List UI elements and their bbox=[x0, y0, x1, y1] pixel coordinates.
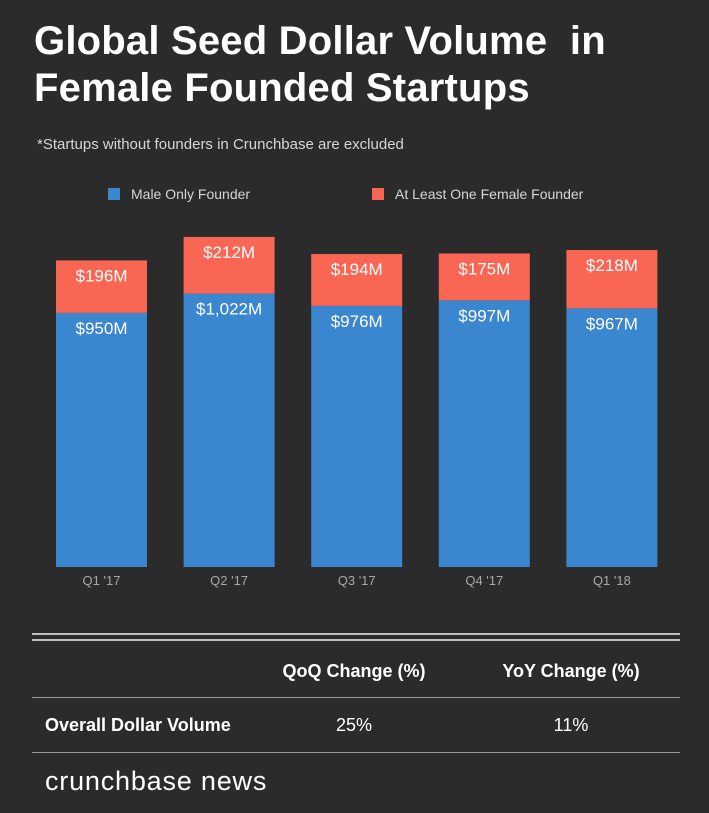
legend-label-male: Male Only Founder bbox=[131, 186, 251, 202]
legend-item-female: At Least One Female Founder bbox=[372, 186, 583, 202]
data-label-female-3: $175M bbox=[458, 259, 510, 278]
x-tick-label-0: Q1 '17 bbox=[83, 573, 121, 588]
x-tick-label-2: Q3 '17 bbox=[338, 573, 376, 588]
chart-title: Global Seed Dollar Volume in Female Foun… bbox=[34, 18, 694, 112]
bar-female-1 bbox=[183, 236, 275, 294]
table-bottom-rule bbox=[32, 752, 680, 753]
legend-item-male: Male Only Founder bbox=[108, 186, 250, 202]
chart-title-line-1: Global Seed Dollar Volume in bbox=[34, 19, 606, 63]
data-label-female-0: $196M bbox=[76, 266, 128, 285]
bar-female-4 bbox=[566, 250, 658, 309]
legend-swatch-male bbox=[108, 188, 120, 200]
bar-male-4 bbox=[566, 308, 658, 567]
x-tick-label-1: Q2 '17 bbox=[210, 573, 248, 588]
table-header-yoy: YoY Change (%) bbox=[502, 661, 640, 681]
table-row-label: Overall Dollar Volume bbox=[45, 715, 231, 735]
data-label-male-0: $950M bbox=[76, 319, 128, 338]
bar-female-3 bbox=[438, 253, 530, 301]
bar-male-1 bbox=[183, 293, 275, 567]
x-tick-label-4: Q1 '18 bbox=[593, 573, 631, 588]
table-header-qoq: QoQ Change (%) bbox=[282, 661, 426, 681]
table-top-rule-double bbox=[32, 639, 680, 641]
chart-title-line-2: Female Founded Startups bbox=[34, 66, 530, 110]
stacked-bar-chart: $950M $196M Q1 '17 $1,022M $212M Q2 '17 $976M $… bbox=[56, 236, 658, 588]
bar-male-2 bbox=[311, 305, 403, 567]
table-top-rule bbox=[32, 633, 680, 635]
data-label-female-2: $194M bbox=[331, 260, 383, 279]
data-label-male-1: $1,022M bbox=[196, 300, 262, 319]
data-label-female-1: $212M bbox=[203, 243, 255, 262]
legend-label-female: At Least One Female Founder bbox=[395, 186, 584, 202]
data-label-female-4: $218M bbox=[586, 256, 638, 275]
bar-female-2 bbox=[311, 254, 403, 306]
footnote: *Startups without founders in Crunchbase… bbox=[37, 136, 404, 153]
data-label-male-2: $976M bbox=[331, 312, 383, 331]
brand-logo: crunchbase news bbox=[45, 766, 268, 796]
data-label-male-4: $967M bbox=[586, 314, 638, 333]
legend-swatch-female bbox=[372, 188, 384, 200]
bar-male-3 bbox=[438, 300, 530, 567]
table-cell-yoy: 11% bbox=[553, 715, 589, 735]
bar-male-0 bbox=[56, 312, 147, 567]
x-tick-label-3: Q4 '17 bbox=[465, 573, 503, 588]
bar-female-0 bbox=[56, 260, 147, 313]
table-divider bbox=[32, 697, 680, 698]
table-cell-qoq: 25% bbox=[335, 715, 373, 735]
data-label-male-3: $997M bbox=[458, 306, 510, 325]
